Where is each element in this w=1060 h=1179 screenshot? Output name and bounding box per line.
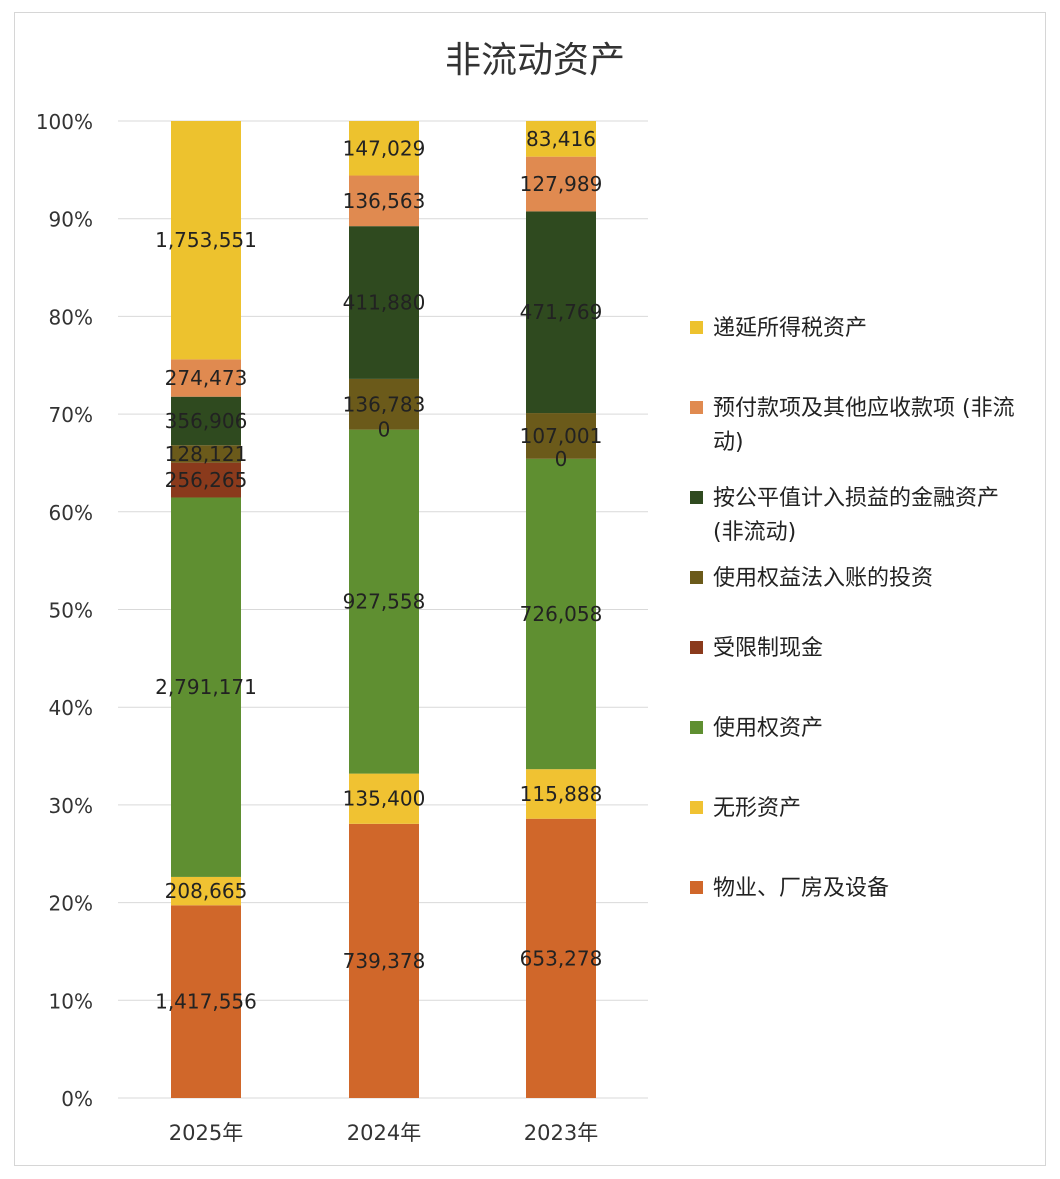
data-label: 726,058: [520, 602, 603, 626]
x-tick-label: 2023年: [524, 1121, 598, 1145]
legend-item: 无形资产: [690, 792, 1033, 826]
legend-item: 物业、厂房及设备: [690, 872, 1033, 906]
bar-segment: [171, 359, 241, 397]
x-tick-label: 2024年: [347, 1121, 421, 1145]
y-tick-label: 50%: [49, 599, 93, 623]
data-label: 107,001: [520, 424, 603, 448]
bar-segment: [526, 818, 596, 1098]
bar-segment: [349, 429, 419, 774]
y-tick-label: 60%: [49, 501, 93, 525]
bar-segment: [349, 773, 419, 824]
data-label: 136,783: [343, 392, 426, 416]
bars: [171, 121, 596, 1098]
bar-segment: [171, 121, 241, 360]
bar-segment: [171, 876, 241, 906]
data-label: 147,029: [343, 136, 426, 160]
legend-swatch: [690, 641, 703, 654]
y-tick-label: 0%: [61, 1087, 93, 1111]
legend-swatch: [690, 721, 703, 734]
chart-title: 非流动资产: [445, 40, 625, 81]
bar-segment: [349, 175, 419, 227]
x-axis-tick-labels: 2025年 2024年 2023年: [169, 1121, 598, 1145]
data-label: 739,378: [343, 949, 426, 973]
bar-segment: [171, 396, 241, 446]
bar-segment: [526, 156, 596, 212]
bar-segment: [349, 121, 419, 176]
legend-label: 预付款项及其他应收款项 (非流动): [713, 396, 1015, 455]
data-label: 411,880: [343, 291, 426, 315]
legend-swatch: [690, 321, 703, 334]
data-label: 927,558: [343, 590, 426, 614]
data-label: 208,665: [165, 879, 248, 903]
legend-label: 递延所得税资产: [713, 316, 868, 341]
y-tick-label: 40%: [49, 696, 93, 720]
bar-segment: [349, 823, 419, 1098]
legend-item: 预付款项及其他应收款项 (非流动): [690, 392, 1033, 460]
y-tick-label: 70%: [49, 403, 93, 427]
data-label: 0: [555, 447, 568, 471]
data-label: 256,265: [165, 468, 248, 492]
data-label: 136,563: [343, 189, 426, 213]
legend-label: 无形资产: [713, 796, 802, 821]
legend-item: 递延所得税资产: [690, 312, 1033, 346]
bar-segment: [526, 413, 596, 459]
data-label: 1,753,551: [155, 228, 257, 252]
y-tick-label: 90%: [49, 208, 93, 232]
legend-label: 按公平值计入损益的金融资产 (非流动): [713, 486, 1000, 545]
bar-segment: [526, 769, 596, 819]
legend-label: 使用权益法入账的投资: [713, 566, 934, 591]
bar-segment: [526, 211, 596, 414]
data-label: 2,791,171: [155, 675, 257, 699]
data-label: 471,769: [520, 300, 603, 324]
data-label: 83,416: [526, 127, 596, 151]
legend-swatch: [690, 801, 703, 814]
legend-item: 按公平值计入损益的金融资产 (非流动): [690, 482, 1033, 550]
bar-segment: [349, 378, 419, 430]
legend-label: 物业、厂房及设备: [713, 876, 890, 901]
bar-segment: [171, 905, 241, 1098]
legend-swatch: [690, 571, 703, 584]
data-label: 1,417,556: [155, 990, 257, 1014]
legend-swatch: [690, 491, 703, 504]
legend-item: 使用权益法入账的投资: [690, 562, 1033, 596]
legend-item: 使用权资产: [690, 712, 1033, 746]
bar-segment: [526, 458, 596, 770]
data-label: 128,121: [165, 442, 248, 466]
y-tick-label: 80%: [49, 305, 93, 329]
data-label: 274,473: [165, 366, 248, 390]
bar-segment: [171, 462, 241, 498]
legend-label: 使用权资产: [713, 716, 824, 741]
bar-segment: [526, 121, 596, 157]
data-label: 115,888: [520, 782, 603, 806]
y-axis-tick-labels: 0% 10% 20% 30% 40% 50% 60% 70% 80% 90% 100%: [36, 110, 93, 1111]
data-label: 135,400: [343, 787, 426, 811]
bar-segment: [349, 226, 419, 379]
y-tick-label: 20%: [49, 892, 93, 916]
y-tick-label: 30%: [49, 794, 93, 818]
data-label: 356,906: [165, 409, 248, 433]
legend-item: 受限制现金: [690, 632, 1033, 666]
legend-swatch: [690, 881, 703, 894]
bar-segment: [171, 497, 241, 877]
data-label: 0: [378, 418, 391, 442]
y-tick-label: 100%: [36, 110, 93, 134]
legend-swatch: [690, 401, 703, 414]
bar-segment: [171, 445, 241, 463]
x-tick-label: 2025年: [169, 1121, 243, 1145]
y-tick-label: 10%: [49, 989, 93, 1013]
data-label: 127,989: [520, 172, 603, 196]
legend-label: 受限制现金: [713, 636, 824, 661]
data-label: 653,278: [520, 946, 603, 970]
